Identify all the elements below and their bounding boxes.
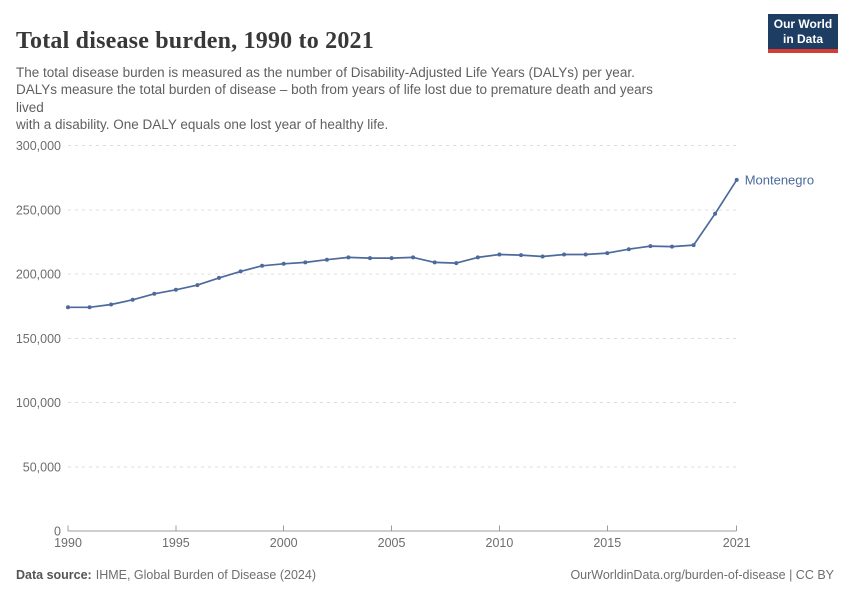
- y-tick-label: 250,000: [16, 203, 61, 217]
- data-point[interactable]: [670, 244, 674, 249]
- data-point[interactable]: [195, 283, 200, 288]
- y-tick-label: 100,000: [16, 396, 61, 410]
- x-tick-label: 1990: [54, 536, 82, 550]
- data-point[interactable]: [130, 297, 135, 302]
- data-point[interactable]: [173, 287, 178, 292]
- owid-logo-line1: Our World: [773, 17, 833, 31]
- data-point[interactable]: [217, 275, 221, 280]
- data-point[interactable]: [303, 260, 308, 265]
- data-point[interactable]: [734, 177, 739, 182]
- data-point[interactable]: [497, 252, 502, 257]
- data-point[interactable]: [432, 260, 437, 265]
- x-tick-label: 2005: [378, 536, 406, 550]
- data-point[interactable]: [346, 255, 351, 260]
- x-tick-label: 1995: [162, 536, 190, 550]
- x-tick-label: 2000: [270, 536, 298, 550]
- data-point[interactable]: [87, 305, 92, 310]
- data-point[interactable]: [324, 257, 329, 262]
- chart-title: Total disease burden, 1990 to 2021: [16, 28, 374, 55]
- data-point[interactable]: [66, 305, 70, 310]
- entity-label[interactable]: Montenegro: [745, 172, 814, 187]
- x-tick-label: 2021: [723, 536, 751, 550]
- data-source: Data source: IHME, Global Burden of Disea…: [16, 568, 316, 582]
- data-point[interactable]: [368, 256, 372, 261]
- data-source-label: Data source:: [16, 568, 92, 582]
- data-point[interactable]: [152, 291, 157, 296]
- data-source-value: IHME, Global Burden of Disease (2024): [95, 568, 316, 582]
- owid-logo-line2: in Data: [782, 31, 823, 46]
- data-point[interactable]: [281, 261, 286, 266]
- owid-logo-text: Our World in Data: [768, 14, 838, 49]
- y-tick-label: 50,000: [23, 460, 61, 474]
- data-point[interactable]: [519, 253, 523, 258]
- data-point[interactable]: [626, 247, 631, 252]
- data-point[interactable]: [411, 255, 416, 260]
- y-tick-label: 0: [54, 525, 61, 539]
- data-point[interactable]: [713, 211, 718, 216]
- y-tick-label: 150,000: [16, 332, 61, 346]
- y-tick-label: 200,000: [16, 268, 61, 282]
- data-point[interactable]: [389, 256, 394, 261]
- data-point[interactable]: [562, 252, 567, 257]
- data-point[interactable]: [540, 254, 545, 259]
- chart-footer: Data source: IHME, Global Burden of Disea…: [16, 568, 834, 582]
- data-point[interactable]: [605, 251, 610, 256]
- credit-link[interactable]: OurWorldinData.org/burden-of-disease | C…: [570, 568, 834, 582]
- data-point[interactable]: [109, 302, 114, 307]
- data-point[interactable]: [238, 269, 243, 274]
- data-point[interactable]: [691, 243, 696, 248]
- x-tick-label: 2010: [486, 536, 514, 550]
- data-point[interactable]: [454, 261, 459, 266]
- data-point[interactable]: [583, 252, 588, 257]
- owid-logo-accent: [768, 49, 838, 53]
- data-point[interactable]: [475, 255, 480, 260]
- owid-logo[interactable]: Our World in Data: [768, 14, 838, 53]
- data-point[interactable]: [648, 244, 653, 249]
- chart-subtitle: The total disease burden is measured as …: [16, 64, 653, 133]
- data-point[interactable]: [260, 263, 265, 268]
- y-tick-label: 300,000: [16, 139, 61, 153]
- x-tick-label: 2015: [593, 536, 621, 550]
- series-line: [68, 179, 738, 309]
